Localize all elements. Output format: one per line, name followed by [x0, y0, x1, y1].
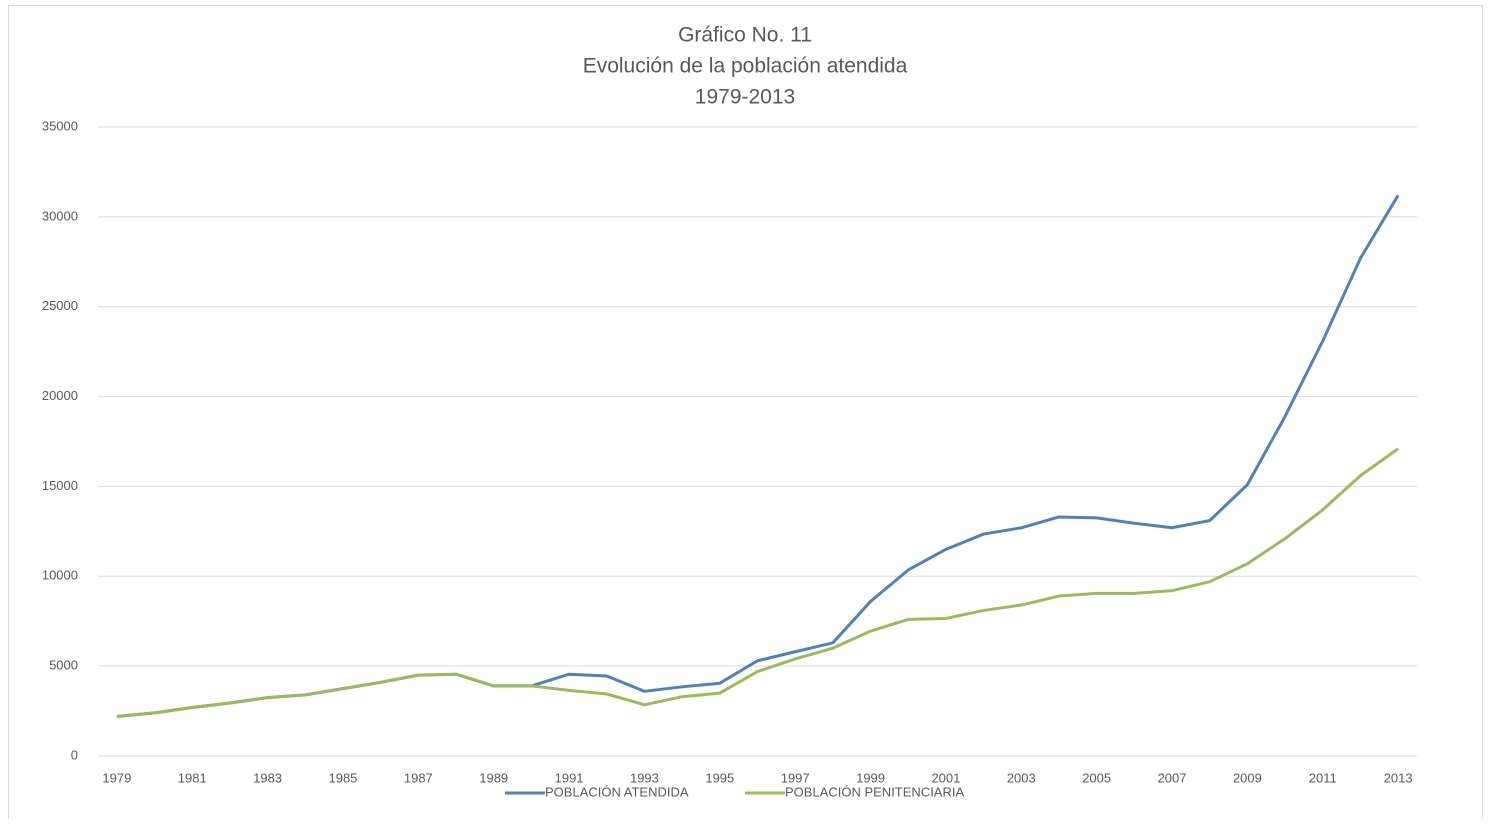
x-tick-label: 2005 — [1082, 770, 1111, 785]
y-tick-label: 5000 — [49, 658, 78, 673]
x-tick-label: 1995 — [705, 770, 734, 785]
x-tick-label: 1983 — [253, 770, 282, 785]
x-tick-label: 2013 — [1384, 770, 1413, 785]
x-tick-label: 1981 — [178, 770, 207, 785]
x-tick-label: 2009 — [1233, 770, 1262, 785]
x-tick-label: 1997 — [781, 770, 810, 785]
y-tick-label: 15000 — [42, 478, 78, 493]
y-tick-label: 20000 — [42, 388, 78, 403]
legend-label: POBLACIÓN ATENDIDA — [545, 784, 689, 799]
x-tick-label: 2007 — [1158, 770, 1187, 785]
y-tick-label: 10000 — [42, 568, 78, 583]
x-tick-label: 1979 — [102, 770, 131, 785]
x-tick-label: 1987 — [404, 770, 433, 785]
chart-title: 1979-2013 — [695, 86, 795, 109]
x-tick-label: 1991 — [555, 770, 584, 785]
y-tick-label: 30000 — [42, 208, 78, 223]
x-tick-label: 2011 — [1309, 770, 1337, 785]
chart-title: Evolución de la población atendida — [583, 55, 908, 78]
y-tick-label: 35000 — [42, 118, 78, 133]
x-tick-label: 1993 — [630, 770, 659, 785]
x-tick-label: 1989 — [479, 770, 508, 785]
data-line — [116, 447, 1400, 718]
x-tick-label: 1985 — [328, 770, 357, 785]
x-tick-label: 2001 — [931, 770, 960, 785]
y-tick-label: 0 — [71, 747, 78, 762]
chart-title: Gráfico No. 11 — [678, 24, 812, 47]
x-tick-label: 2003 — [1007, 770, 1036, 785]
y-tick-label: 25000 — [42, 298, 78, 313]
x-tick-label: 1999 — [856, 770, 885, 785]
chart-frame — [8, 5, 1483, 824]
legend-label: POBLACIÓN PENITENCIARIA — [785, 784, 964, 799]
